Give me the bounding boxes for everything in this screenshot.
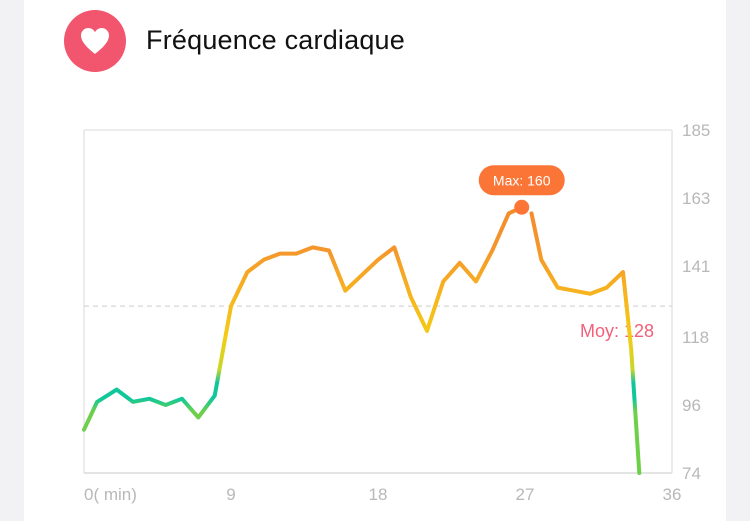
y-tick-label: 96 <box>682 396 701 415</box>
page-title: Fréquence cardiaque <box>146 25 405 55</box>
y-tick-label: 74 <box>682 464 701 483</box>
series-group <box>82 205 642 475</box>
max-group: Max: 160 <box>478 165 565 215</box>
heart-rate-line <box>529 211 642 475</box>
y-tick-label: 141 <box>682 257 710 276</box>
heart-rate-line <box>82 205 524 432</box>
y-tick-label: 163 <box>682 189 710 208</box>
average-group: Moy: 128 <box>84 305 672 341</box>
max-marker <box>514 199 530 215</box>
x-tick-label: 27 <box>516 485 535 504</box>
y-tick-label: 185 <box>682 121 710 140</box>
average-label: Moy: 128 <box>580 321 654 341</box>
x-tick-label: 36 <box>663 485 682 504</box>
x-axis-ticks: 0( min) 9 18 27 36 <box>84 485 681 504</box>
plot-frame <box>83 129 673 474</box>
heart-icon <box>81 28 109 54</box>
x-tick-label: 9 <box>226 485 235 504</box>
y-axis-ticks: 185 163 141 118 96 74 <box>682 121 710 483</box>
max-bubble <box>478 165 565 196</box>
x-tick-label: 0( min) <box>84 485 137 504</box>
heart-badge <box>64 10 126 72</box>
x-tick-label: 18 <box>369 485 388 504</box>
max-label: Max: 160 <box>493 172 551 188</box>
y-tick-label: 118 <box>682 328 709 347</box>
